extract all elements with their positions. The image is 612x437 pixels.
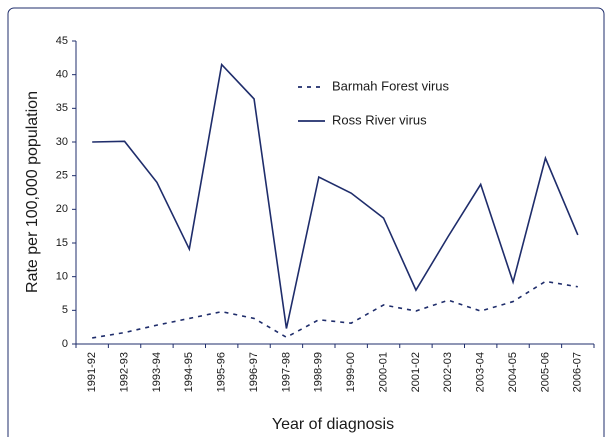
legend-label: Barmah Forest virus: [332, 78, 450, 93]
y-axis-label: Rate per 100,000 population: [24, 91, 41, 293]
x-axis-label: Year of diagnosis: [272, 416, 394, 433]
x-tick-label: 2000-01: [377, 352, 389, 392]
series-line: [92, 62, 579, 329]
x-tick-label: 2001-02: [410, 352, 422, 392]
x-tick-label: 1999-00: [345, 352, 357, 392]
y-tick-label: 45: [56, 35, 68, 47]
x-tick-label: 2006-07: [572, 352, 584, 392]
y-tick-label: 30: [56, 136, 68, 148]
y-tick-label: 35: [56, 102, 68, 114]
x-tick-label: 1997-98: [280, 352, 292, 392]
x-tick-label: 1992-93: [118, 352, 130, 392]
y-tick-label: 40: [56, 69, 68, 81]
y-tick-label: 15: [56, 237, 68, 249]
frame: [7, 7, 605, 437]
x-tick-label: 1996-97: [248, 352, 260, 392]
x-tick-label: 1991-92: [86, 352, 98, 392]
y-tick-label: 0: [62, 338, 68, 350]
x-tick-label: 1995-96: [216, 352, 228, 392]
x-tick-label: 2003-04: [475, 352, 487, 392]
x-tick-label: 2004-05: [507, 352, 519, 392]
x-tick-label: 2002-03: [442, 352, 454, 392]
y-tick-label: 5: [62, 304, 68, 316]
x-tick-label: 2005-06: [539, 352, 551, 392]
y-tick-label: 20: [56, 203, 68, 215]
legend-label: Ross River virus: [332, 112, 427, 127]
y-tick-label: 25: [56, 170, 68, 182]
series-line: [92, 280, 578, 339]
x-tick-label: 1994-95: [183, 352, 195, 392]
x-tick-label: 1993-94: [151, 352, 163, 392]
y-tick-label: 10: [56, 271, 68, 283]
x-tick-label: 1998-99: [313, 352, 325, 392]
